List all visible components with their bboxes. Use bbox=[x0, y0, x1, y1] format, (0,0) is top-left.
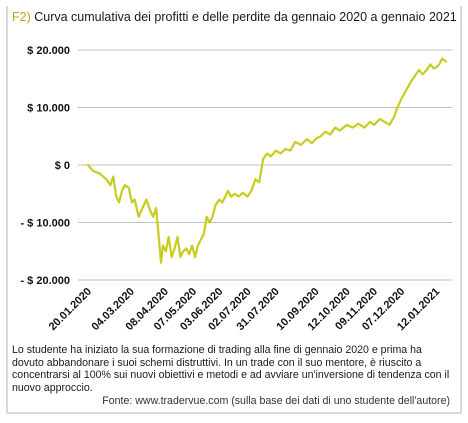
x-axis: 20.01.202004.03.202008.04.202007.05.2020… bbox=[47, 286, 443, 333]
y-tick-label: - $ 10.000 bbox=[20, 218, 70, 230]
y-tick-label: $ 10.000 bbox=[27, 103, 70, 115]
figure-frame bbox=[6, 6, 462, 414]
grid-lines bbox=[78, 49, 452, 281]
y-tick-label: - $ 20.000 bbox=[20, 275, 70, 287]
figure-code: F2) bbox=[12, 10, 31, 24]
x-tick-label: 20.01.2020 bbox=[47, 286, 94, 333]
y-axis: $ 20.000 $ 10.000 $ 0 - $ 10.000 - $ 20.000 bbox=[20, 45, 70, 287]
pnl-chart: $ 20.000$ 10.000$ 0- $ 10.000- $ 20.000 … bbox=[20, 45, 452, 333]
pnl-series-line bbox=[86, 57, 448, 264]
figure-title-text: Curva cumulativa dei profitti e delle pe… bbox=[34, 10, 457, 24]
y-tick-label: $ 20.000 bbox=[27, 45, 70, 57]
figure-source: Fonte: www.tradervue.com (sulla base dei… bbox=[102, 395, 450, 407]
y-tick-label: $ 0 bbox=[55, 160, 70, 172]
figure-caption: Lo studente ha iniziato la sua formazion… bbox=[12, 344, 450, 394]
figure-title: F2) Curva cumulativa dei profitti e dell… bbox=[12, 10, 457, 24]
series-layer bbox=[86, 57, 448, 264]
